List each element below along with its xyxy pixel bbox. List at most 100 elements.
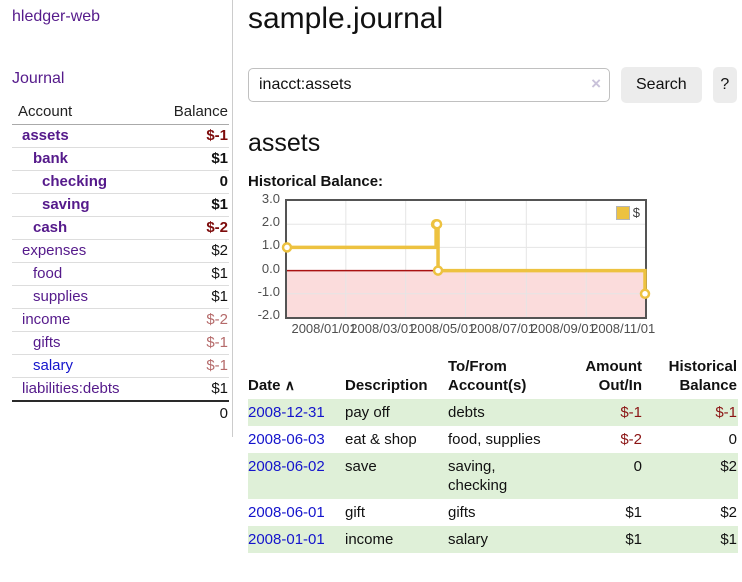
transaction-row[interactable]: 2008-12-31 pay off debts $-1 $-1: [248, 399, 738, 426]
account-row: salary $-1: [12, 354, 229, 378]
clear-search-icon[interactable]: ×: [591, 74, 601, 93]
transaction-row[interactable]: 2008-01-01 income salary $1 $1: [248, 526, 738, 553]
x-axis-tick-label: 2008/03/01: [350, 321, 416, 336]
register-col-amount: Amount Out/In: [585, 358, 642, 394]
account-balance: 0: [150, 170, 229, 194]
x-axis-tick-label: 2008/09/01: [530, 321, 596, 336]
transaction-date-link[interactable]: 2008-06-03: [248, 431, 325, 448]
transaction-amount: $-2: [620, 431, 642, 448]
x-axis-tick-label: 2008/01/01: [291, 321, 357, 336]
account-balance: $-2: [150, 216, 229, 240]
x-axis-tick-label: 2008/07/01: [469, 321, 536, 336]
register-col-description: Description: [345, 377, 428, 394]
transaction-row[interactable]: 2008-06-03 eat & shop food, supplies $-2 0: [248, 426, 738, 453]
account-row: food $1: [12, 262, 229, 286]
transaction-date[interactable]: 2008-06-02: [248, 453, 345, 499]
account-link-liabilities-debts[interactable]: liabilities:debts: [22, 380, 120, 397]
register-col-accounts: To/From Account(s): [448, 358, 527, 394]
account-row: expenses $2: [12, 239, 229, 263]
account-link-checking[interactable]: checking: [42, 173, 108, 190]
legend-label: $: [632, 205, 640, 220]
legend-swatch-icon: [615, 205, 630, 220]
data-point-marker: [281, 242, 293, 253]
transaction-amount: 0: [562, 453, 643, 499]
account-link-food[interactable]: food: [33, 265, 63, 282]
transaction-date-link[interactable]: 2008-01-01: [248, 531, 325, 548]
transaction-amount: $-1: [562, 399, 643, 426]
transaction-date[interactable]: 2008-12-31: [248, 399, 345, 426]
y-axis-tick-label: 1.0: [261, 237, 280, 253]
account-link-saving[interactable]: saving: [42, 196, 90, 213]
x-axis-tick-label: 2008/11/01: [591, 321, 656, 336]
transaction-date[interactable]: 2008-06-03: [248, 426, 345, 453]
y-axis-tick-label: -1.0: [257, 283, 280, 299]
y-axis-tick-label: 3.0: [261, 191, 280, 206]
account-link-assets[interactable]: assets: [22, 127, 69, 144]
account-balance: $1: [150, 147, 229, 171]
account-link-salary[interactable]: salary: [33, 357, 74, 374]
account-balance: $-1: [150, 354, 229, 378]
data-point-marker: [639, 288, 651, 300]
account-link-expenses[interactable]: expenses: [22, 242, 87, 259]
account-row: cash $-2: [12, 216, 229, 240]
transaction-balance: $-1: [643, 399, 738, 426]
account-balance: $2: [150, 239, 229, 263]
transaction-accounts: gifts: [448, 504, 476, 521]
chart-section-label: Historical Balance:: [248, 173, 384, 190]
account-link-bank[interactable]: bank: [33, 150, 69, 167]
transaction-row[interactable]: 2008-06-01 gift gifts $1 $2: [248, 499, 738, 526]
account-row: income $-2: [12, 308, 229, 332]
chart-x-axis-labels: 2008/01/01 2008/03/01 2008/05/01 2008/07/01…: [285, 319, 655, 337]
account-row: saving $1: [12, 193, 229, 217]
account-link-cash[interactable]: cash: [33, 219, 68, 236]
transaction-date-link[interactable]: 2008-06-02: [248, 458, 325, 475]
search-box: ×: [248, 68, 610, 102]
chart-y-axis-labels: 3.0 2.0 1.0 0.0 -1.0 -2.0: [248, 190, 280, 324]
transaction-balance: $2: [720, 504, 737, 521]
account-row: gifts $-1: [12, 331, 229, 355]
account-row: bank $1: [12, 147, 229, 171]
account-balance: $-2: [150, 308, 229, 332]
account-row: checking 0: [12, 170, 229, 194]
accounts-col-account: Account: [12, 100, 151, 125]
account-link-income[interactable]: income: [22, 311, 71, 328]
transaction-description: pay off: [345, 399, 448, 426]
main-content: sample.journal × Search ? assets Histori…: [233, 0, 742, 553]
account-link-gifts[interactable]: gifts: [33, 334, 61, 351]
search-form: × Search ?: [248, 67, 737, 103]
account-balance: $-1: [150, 124, 229, 148]
account-balance: $-1: [150, 331, 229, 355]
x-axis-tick-label: 2008/05/01: [410, 321, 476, 336]
account-row: supplies $1: [12, 285, 229, 309]
sidebar-item-journal[interactable]: Journal: [12, 70, 65, 87]
y-axis-tick-label: -2.0: [257, 307, 280, 322]
transaction-date[interactable]: 2008-01-01: [248, 526, 345, 553]
account-heading: assets: [248, 129, 321, 157]
register-header-row: Date ∧ Description To/From Account(s) Am…: [248, 355, 738, 399]
transaction-date-link[interactable]: 2008-06-01: [248, 504, 325, 521]
transaction-row[interactable]: 2008-06-02 save saving, checking 0 $2: [248, 453, 738, 499]
transaction-balance: 0: [728, 431, 737, 448]
register-table: Date ∧ Description To/From Account(s) Am…: [248, 355, 738, 553]
accounts-header-row: Account Balance: [12, 100, 229, 125]
page-title: sample.journal: [248, 2, 444, 35]
app-title-link[interactable]: hledger-web: [12, 8, 101, 25]
y-axis-tick-label: 2.0: [261, 214, 280, 230]
data-point-marker: [432, 265, 444, 276]
register-col-date[interactable]: Date ∧: [248, 377, 295, 394]
search-button[interactable]: Search: [621, 67, 702, 103]
transaction-accounts: food, supplies: [448, 431, 541, 448]
help-button[interactable]: ?: [712, 67, 737, 103]
transaction-balance: $2: [643, 453, 738, 499]
transaction-accounts: saving, checking: [448, 453, 562, 499]
transaction-description: gift: [345, 504, 366, 521]
transaction-date-link[interactable]: 2008-12-31: [248, 404, 325, 421]
search-input[interactable]: [248, 68, 610, 102]
accounts-total-spacer: [12, 400, 151, 425]
account-link-supplies[interactable]: supplies: [33, 288, 89, 305]
sort-ascending-icon: ∧: [284, 377, 295, 393]
hledger-web-app: hledger-web Journal Account Balance asse…: [12, 0, 742, 553]
account-balance: $1: [150, 262, 229, 286]
transaction-description: income: [345, 526, 448, 553]
transaction-date[interactable]: 2008-06-01: [248, 499, 345, 526]
